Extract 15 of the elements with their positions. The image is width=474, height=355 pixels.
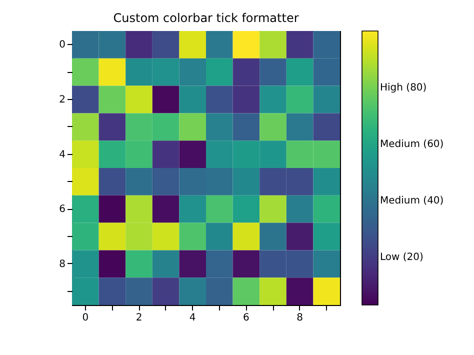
x-tick-label: 0 xyxy=(82,312,89,324)
color-bar-label: High (80) xyxy=(380,82,427,94)
x-tick-label: 4 xyxy=(189,312,196,324)
y-tick-label: 0 xyxy=(59,40,66,51)
color-bar-label: Low (20) xyxy=(380,252,424,263)
x-tick-label: 8 xyxy=(296,312,303,324)
color-bar-label: Medium (60) xyxy=(380,138,444,150)
y-tick-label: 6 xyxy=(59,204,66,216)
color-bar-label: Medium (40) xyxy=(380,195,444,206)
x-tick-label: 6 xyxy=(243,312,250,324)
y-tick-label: 8 xyxy=(59,258,66,270)
y-tick-label: 4 xyxy=(59,149,66,160)
chart-title: Custom colorbar tick formatter xyxy=(113,11,299,25)
y-tick-label: 2 xyxy=(59,94,66,106)
x-tick-label: 2 xyxy=(136,312,142,324)
